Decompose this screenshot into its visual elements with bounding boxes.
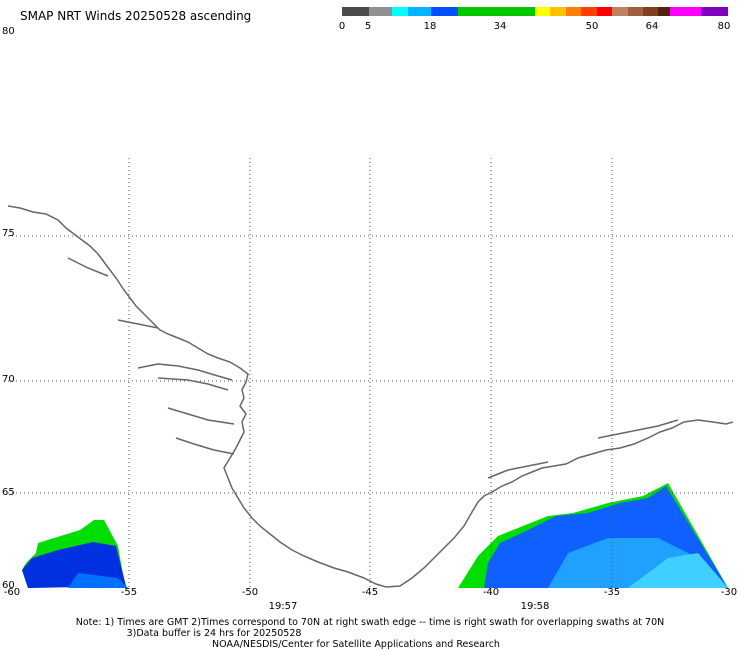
longitude-label: -60 (3, 587, 21, 598)
latitude-label: 75 (2, 228, 15, 239)
latitude-label: 60 (2, 580, 15, 591)
note-line-1: Note: 1) Times are GMT 2)Times correspon… (75, 617, 665, 628)
longitude-label: -40 (482, 587, 500, 598)
colorbar-tick: 64 (645, 21, 659, 32)
map-grid (8, 158, 733, 588)
latitude-label: 65 (2, 487, 15, 498)
longitude-label: -55 (120, 587, 138, 598)
wind-swath-left (22, 520, 128, 588)
greenland-coastline (8, 205, 733, 588)
swath-time-label: 19:58 (520, 601, 550, 612)
wind-map (8, 158, 733, 588)
latitude-label: 70 (2, 374, 15, 385)
colorbar-tick: 18 (423, 21, 437, 32)
note-line-2: 3)Data buffer is 24 hrs for 20250528 (126, 628, 302, 639)
colorbar-tick: 5 (364, 21, 372, 32)
colorbar-tick: 50 (585, 21, 599, 32)
wind-swath-right (458, 483, 728, 588)
longitude-label: -35 (603, 587, 621, 598)
longitude-label: -30 (720, 587, 738, 598)
swath-time-label: 19:57 (268, 601, 298, 612)
map-title: SMAP NRT Winds 20250528 ascending (20, 9, 252, 23)
colorbar-tick: 0 (338, 21, 346, 32)
longitude-label: -50 (241, 587, 259, 598)
top-latitude-label: 80 (2, 26, 15, 37)
wind-speed-colorbar (342, 7, 728, 16)
colorbar-tick: 80 (717, 21, 731, 32)
colorbar-tick: 34 (493, 21, 507, 32)
note-line-3: NOAA/NESDIS/Center for Satellite Applica… (212, 639, 500, 650)
longitude-label: -45 (361, 587, 379, 598)
